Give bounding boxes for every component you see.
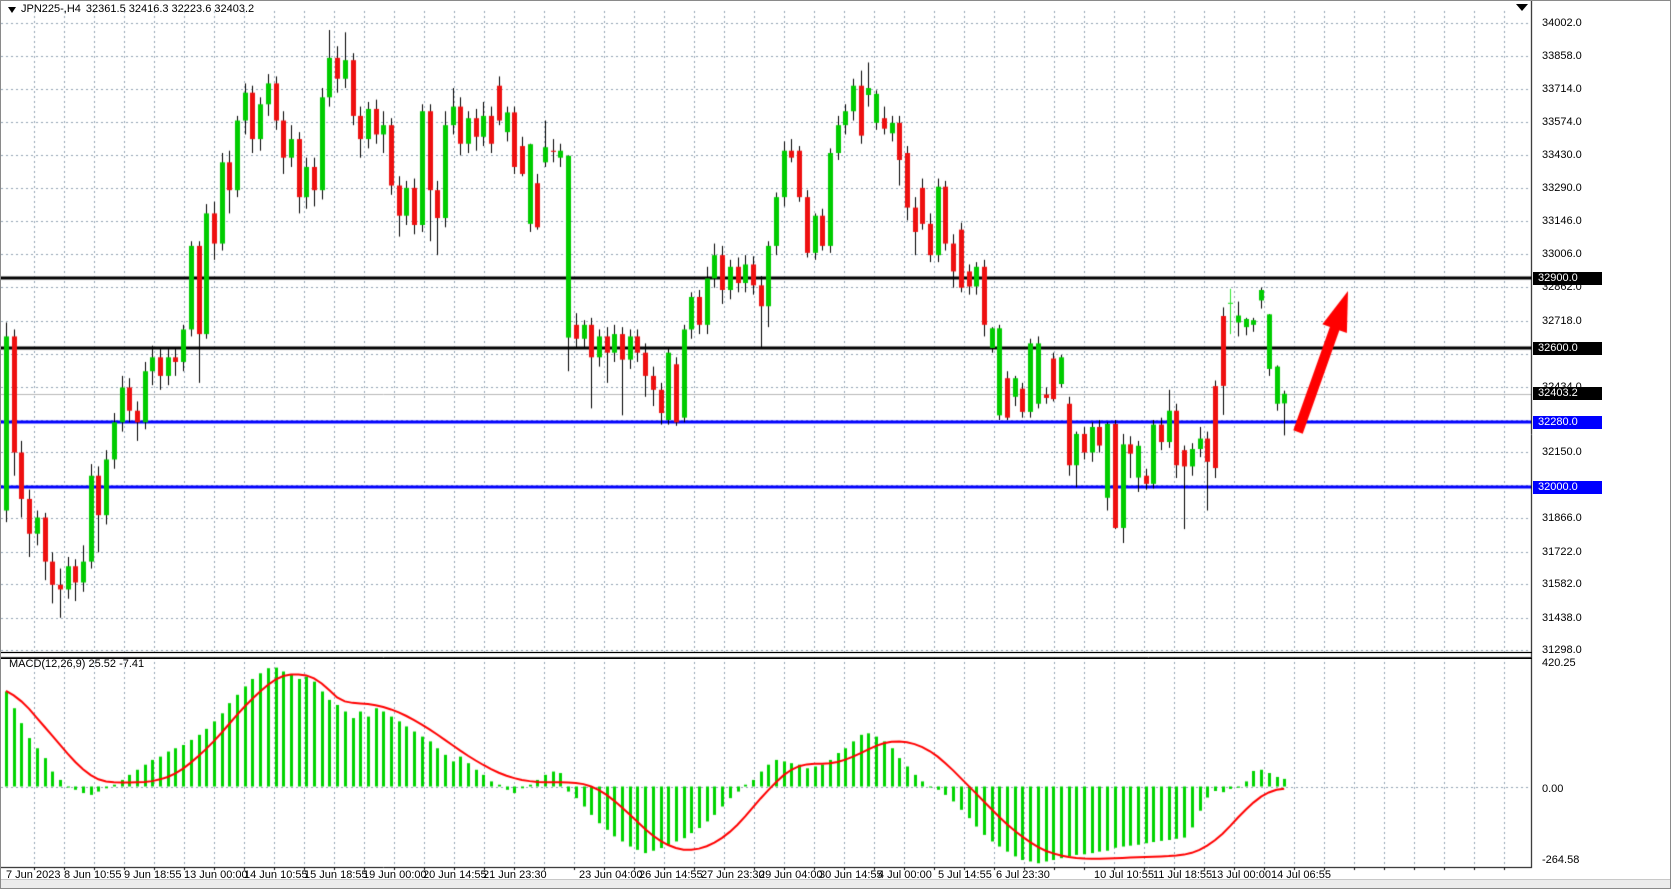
price-tick-label: 31298.0 <box>1542 644 1582 657</box>
date-tick-label: 14 Jul 06:55 <box>1271 869 1331 881</box>
current-price-badge: 32403.2 <box>1533 387 1602 401</box>
date-tick-label: 29 Jun 04:00 <box>759 869 823 881</box>
hline-price-badge: 32900.0 <box>1533 271 1602 285</box>
panel-divider[interactable] <box>1 652 1532 659</box>
price-tick-label: 33430.0 <box>1542 149 1582 162</box>
date-tick-label: 13 Jul 00:00 <box>1211 869 1271 881</box>
date-tick-label: 30 Jun 14:55 <box>819 869 883 881</box>
date-tick-label: 13 Jun 00:00 <box>184 869 248 881</box>
date-tick-label: 15 Jun 18:55 <box>304 869 368 881</box>
price-tick-label: 31722.0 <box>1542 545 1582 558</box>
price-tick-label: 33146.0 <box>1542 215 1582 228</box>
date-tick-label: 7 Jun 2023 <box>6 869 61 881</box>
date-tick-label: 14 Jun 10:55 <box>244 869 308 881</box>
price-tick-label: 33290.0 <box>1542 181 1582 194</box>
macd-tick-label: 420.25 <box>1542 656 1576 669</box>
price-tick-label: 32718.0 <box>1542 314 1582 327</box>
price-tick-label: 31866.0 <box>1542 512 1582 525</box>
date-tick-label: 20 Jun 14:55 <box>423 869 487 881</box>
macd-indicator-label: MACD(12,26,9) 25.52 -7.41 <box>9 658 145 670</box>
macd-tick-label: 0.00 <box>1542 782 1564 795</box>
date-tick-label: 21 Jun 23:30 <box>483 869 547 881</box>
date-tick-label: 8 Jun 10:55 <box>64 869 122 881</box>
date-tick-label: 19 Jun 00:00 <box>363 869 427 881</box>
price-tick-label: 31438.0 <box>1542 611 1582 624</box>
price-tick-label: 33006.0 <box>1542 247 1582 260</box>
date-tick-label: 23 Jun 04:00 <box>579 869 643 881</box>
date-tick-label: 5 Jul 14:55 <box>938 869 992 881</box>
date-tick-label: 6 Jul 23:30 <box>996 869 1050 881</box>
macd-tick-label: -264.58 <box>1542 854 1580 866</box>
date-tick-label: 9 Jun 18:55 <box>124 869 182 881</box>
status-strip <box>1 879 1670 888</box>
price-tick-label: 34002.0 <box>1542 16 1582 29</box>
chart-title: JPN225-,H4 32361.5 32416.3 32223.6 32403… <box>8 3 254 15</box>
symbol-timeframe-label: JPN225-,H4 <box>21 3 81 15</box>
price-tick-label: 33574.0 <box>1542 115 1582 128</box>
price-tick-label: 31582.0 <box>1542 578 1582 591</box>
date-tick-label: 27 Jun 23:30 <box>701 869 765 881</box>
price-tick-label: 33858.0 <box>1542 50 1582 62</box>
hline-price-badge: 32280.0 <box>1533 415 1602 429</box>
hline-price-badge: 32600.0 <box>1533 341 1602 355</box>
price-tick-label: 33714.0 <box>1542 83 1582 96</box>
hline-price-badge: 32000.0 <box>1533 480 1602 494</box>
price-tick-label: 32150.0 <box>1542 446 1582 459</box>
date-tick-label: 11 Jul 18:55 <box>1153 869 1213 881</box>
date-tick-label: 4 Jul 00:00 <box>878 869 932 881</box>
symbol-dropdown-icon[interactable] <box>8 6 16 13</box>
date-tick-label: 10 Jul 10:55 <box>1094 869 1154 881</box>
date-tick-label: 26 Jun 14:55 <box>639 869 703 881</box>
ohlc-values-label: 32361.5 32416.3 32223.6 32403.2 <box>85 3 255 15</box>
chart-shift-marker-icon[interactable] <box>1516 4 1528 11</box>
